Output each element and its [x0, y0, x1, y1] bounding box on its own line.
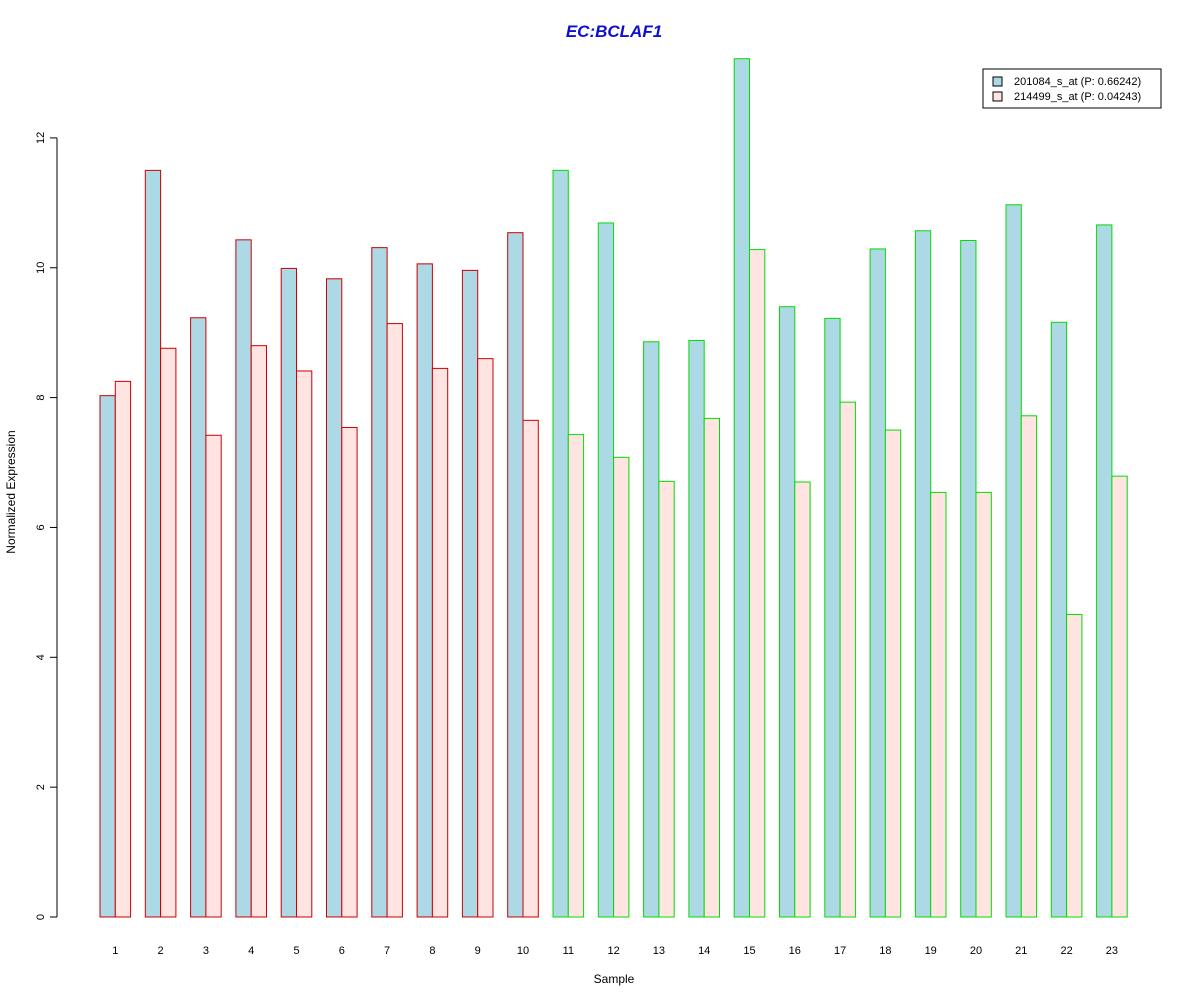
bar-series-1 [461, 269, 479, 918]
bar-series-1 [1096, 224, 1113, 918]
bar-series-1 [733, 58, 751, 918]
x-tick-labels: 1 2 3 4 5 6 7 8 9 10 11 12 13 14 15 16 17 18 19 20 21 22 23 [112, 945, 1118, 957]
bar-series-2 [930, 491, 947, 918]
x-tick-label: 5 [293, 945, 299, 957]
x-tick-label: 15 [743, 945, 755, 957]
bar-series-2 [477, 358, 494, 918]
x-tick-label: 7 [384, 945, 390, 957]
bar-series-1 [1005, 204, 1022, 918]
bars-group [99, 58, 1128, 918]
x-axis-label: Sample [594, 972, 635, 986]
bar-series-1 [824, 317, 841, 918]
bar-series-2 [114, 380, 132, 918]
bar-series-2 [205, 434, 222, 918]
bar-series-2 [975, 491, 992, 918]
y-tick-label: 12 [35, 132, 47, 144]
x-tick-label: 13 [653, 945, 665, 957]
bar-series-1 [597, 222, 615, 918]
x-tick-label: 21 [1015, 945, 1027, 957]
x-tick-label: 3 [203, 945, 209, 957]
bar-series-2 [749, 249, 766, 918]
bar-series-2 [1020, 415, 1038, 918]
x-tick-label: 2 [158, 945, 164, 957]
bar-series-1 [326, 278, 343, 918]
bar-series-1 [552, 169, 569, 918]
bar-series-2 [522, 419, 539, 918]
bar-series-1 [416, 263, 433, 918]
x-tick-label: 17 [834, 945, 846, 957]
x-tick-label: 18 [879, 945, 891, 957]
y-tick-label: 2 [35, 784, 47, 790]
y-axis: 0 2 4 6 8 10 12 [35, 132, 58, 920]
x-tick-label: 4 [248, 945, 254, 957]
bar-series-1 [99, 395, 116, 918]
y-tick-label: 10 [35, 262, 47, 274]
x-tick-label: 20 [970, 945, 982, 957]
y-tick-label: 6 [35, 524, 47, 530]
x-tick-label: 10 [517, 945, 529, 957]
x-tick-label: 22 [1060, 945, 1072, 957]
chart-title: EC:BCLAF1 [566, 22, 662, 41]
bar-series-2 [613, 456, 630, 918]
bar-series-2 [703, 417, 721, 918]
bar-series-2 [839, 401, 856, 918]
bar-series-2 [386, 323, 403, 918]
x-tick-label: 1 [112, 945, 118, 957]
y-axis-label: Normalized Expression [4, 430, 18, 553]
bar-series-1 [280, 267, 298, 918]
y-tick-label: 4 [35, 654, 47, 660]
x-tick-label: 23 [1106, 945, 1118, 957]
bar-series-1 [190, 317, 207, 918]
legend: 201084_s_at (P: 0.66242) 214499_s_at (P: … [982, 68, 1162, 109]
x-tick-label: 19 [925, 945, 937, 957]
bar-series-1 [688, 339, 705, 918]
x-tick-label: 8 [429, 945, 435, 957]
x-tick-label: 12 [607, 945, 619, 957]
y-tick-label: 8 [35, 395, 47, 401]
legend-swatch [992, 76, 1003, 87]
x-tick-label: 9 [475, 945, 481, 957]
bar-series-1 [643, 341, 660, 918]
x-tick-label: 14 [698, 945, 710, 957]
x-tick-label: 16 [789, 945, 801, 957]
bar-series-1 [914, 230, 932, 918]
bar-series-1 [235, 239, 252, 918]
bar-series-2 [250, 345, 267, 918]
bar-series-1 [1050, 321, 1068, 918]
bar-series-2 [341, 426, 358, 918]
bar-series-2 [1066, 613, 1083, 918]
bar-series-1 [507, 232, 524, 918]
x-tick-label: 11 [563, 945, 574, 957]
bar-series-2 [567, 434, 585, 918]
legend-entry-label: 201084_s_at (P: 0.66242) [1014, 76, 1141, 88]
bar-series-2 [794, 481, 811, 918]
bar-series-2 [1111, 475, 1128, 918]
bar-series-1 [144, 169, 162, 918]
bar-series-1 [779, 306, 796, 918]
bar-series-2 [884, 429, 902, 918]
bar-series-2 [658, 480, 675, 918]
legend-swatch [992, 91, 1003, 102]
bar-series-1 [371, 247, 388, 918]
legend-entry-label: 214499_s_at (P: 0.04243) [1014, 91, 1141, 103]
bar-series-2 [431, 367, 449, 918]
legend-box [982, 68, 1162, 109]
bar-series-1 [960, 239, 977, 918]
y-tick-label: 0 [35, 914, 47, 920]
bar-series-2 [160, 347, 177, 918]
bar-series-1 [869, 248, 886, 918]
bar-series-2 [296, 370, 313, 918]
x-tick-label: 6 [339, 945, 345, 957]
